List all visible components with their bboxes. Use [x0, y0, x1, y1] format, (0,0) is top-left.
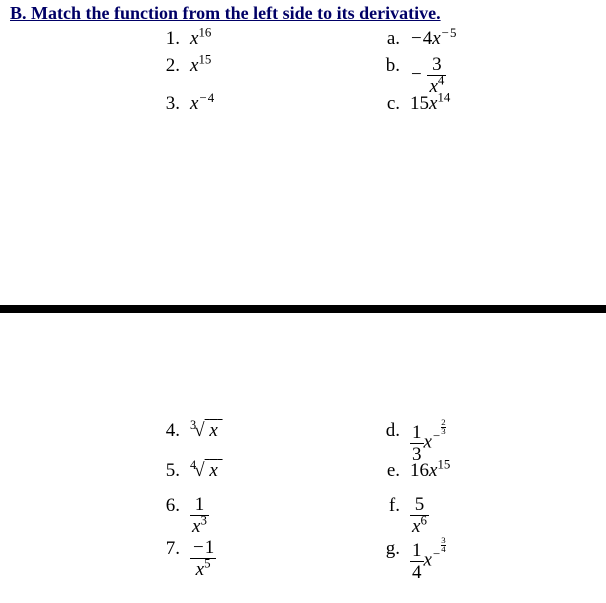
function-expression: 4√ x — [190, 460, 223, 482]
answer-letter: d. — [375, 420, 400, 442]
top-section: 1.x162.x153.x−4a.−4x−5b.− 3x4c.15x14 — [0, 28, 606, 138]
problem-number: 6. — [150, 495, 180, 517]
answer-letter: c. — [375, 93, 400, 115]
answer-letter: a. — [375, 28, 400, 50]
problem-number: 5. — [150, 460, 180, 482]
derivative-expression: −4x−5 — [410, 28, 456, 50]
answer-letter: e. — [375, 460, 400, 482]
answer-letter: f. — [375, 495, 400, 517]
function-expression: x16 — [190, 28, 211, 50]
function-expression: −1x5 — [190, 538, 216, 579]
derivative-expression: 5x6 — [410, 495, 429, 536]
problem-number: 4. — [150, 420, 180, 442]
derivative-expression: 15x14 — [410, 93, 450, 115]
bottom-section: 4.3√ x 5.4√ x 6.1x37.−1x5d.13x−23e.16x15… — [0, 420, 606, 600]
function-expression: 1x3 — [190, 495, 209, 536]
function-expression: x15 — [190, 55, 211, 77]
function-expression: 3√ x — [190, 420, 223, 442]
problem-number: 7. — [150, 538, 180, 560]
problem-number: 3. — [150, 93, 180, 115]
problem-number: 2. — [150, 55, 180, 77]
answer-letter: g. — [375, 538, 400, 560]
section-heading: B. Match the function from the left side… — [10, 3, 441, 24]
divider-bar — [0, 305, 606, 313]
derivative-expression: 14x−34 — [410, 538, 446, 582]
answer-letter: b. — [375, 55, 400, 77]
function-expression: x−4 — [190, 93, 214, 115]
problem-number: 1. — [150, 28, 180, 50]
derivative-expression: 16x15 — [410, 460, 450, 482]
